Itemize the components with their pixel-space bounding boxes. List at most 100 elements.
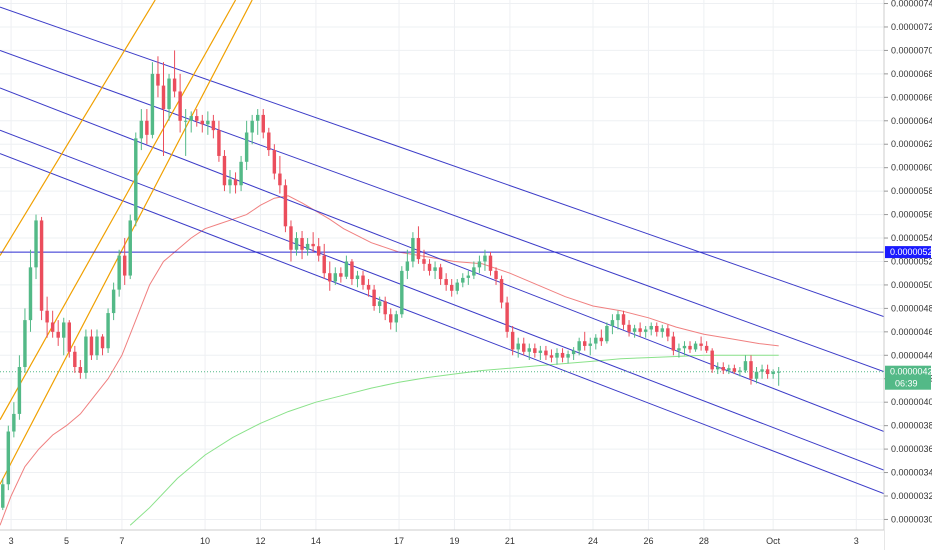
orange-channel-line (0, 0, 253, 485)
candle-down (56, 331, 60, 338)
bar-countdown-label: 06:39 (895, 379, 918, 389)
blue-channel-line (0, 87, 884, 432)
time-axis[interactable]: 3 5 7 10 12 14 17 19 21 24 26 28 Oct 3 (0, 529, 884, 550)
candle-down (416, 238, 421, 260)
candle-up (643, 329, 648, 332)
candle-up (483, 255, 487, 262)
slow-ma-line (129, 354, 779, 526)
x-tick-label: 5 (64, 536, 69, 546)
candle-up (6, 431, 11, 485)
candle-down (505, 302, 509, 332)
candle-up (355, 275, 360, 280)
blue-channel-line (0, 129, 884, 471)
candle-up (577, 341, 581, 351)
price-badges: 0.00000528 0.00000426 06:39 (885, 246, 932, 390)
y-tick-label: 0.00000740 (891, 0, 932, 9)
candle-down (222, 155, 227, 186)
candle-down (688, 345, 692, 350)
candle-up (17, 367, 22, 414)
candle-down (666, 328, 670, 337)
candle-down (522, 343, 526, 352)
candle-up (477, 261, 482, 268)
candle-down (582, 341, 587, 346)
candle-up (738, 370, 742, 372)
x-tick-label: Oct (766, 536, 781, 546)
candle-up (566, 354, 570, 358)
candle-up (134, 138, 138, 221)
candle-down (510, 331, 515, 350)
candle-up (228, 179, 232, 186)
candle-up (472, 267, 476, 276)
horizontal-line[interactable] (0, 251, 884, 373)
x-tick-label: 3 (854, 536, 859, 546)
candle-down (372, 289, 376, 307)
candle-down (671, 336, 676, 351)
candle-up (244, 132, 249, 162)
candle-up (255, 114, 260, 121)
candle-up (28, 267, 33, 321)
candle-up (1, 484, 5, 508)
candle-up (660, 328, 665, 332)
candle-down (217, 130, 221, 156)
x-tick-label: 12 (255, 536, 265, 546)
candle-up (677, 348, 681, 351)
candle-down (161, 85, 166, 110)
x-tick-label: 10 (200, 536, 210, 546)
candle-up (377, 301, 382, 307)
blue-channel-line (0, 6, 884, 318)
candle-down (704, 345, 709, 351)
blue-channel-line (0, 49, 884, 373)
candle-up (682, 345, 687, 349)
candle-down (283, 185, 288, 227)
x-tick-label: 3 (9, 536, 14, 546)
x-tick-label: 7 (119, 536, 124, 546)
candle-up (776, 371, 781, 373)
candle-up (433, 267, 437, 271)
candle-down (549, 355, 554, 358)
candle-down (316, 246, 321, 256)
x-tick-label: 28 (699, 536, 709, 546)
candle-up (461, 277, 465, 283)
candle-up (405, 261, 410, 271)
candle-down (73, 351, 77, 368)
candle-down (499, 279, 504, 303)
candle-up (616, 314, 620, 321)
candle-down (449, 284, 454, 291)
candle-up (527, 348, 532, 352)
candle-up (588, 343, 592, 346)
candle-up (183, 120, 188, 122)
candle-down (278, 173, 282, 186)
last-price-label: 0.00000426 (890, 367, 932, 377)
candle-up (12, 413, 16, 432)
candle-up (62, 322, 66, 338)
channel-lines[interactable] (0, 0, 884, 495)
candle-up (333, 273, 338, 282)
candle-down (45, 310, 49, 323)
candle-down (267, 132, 271, 151)
candles (1, 50, 781, 511)
candle-down (350, 261, 354, 280)
candle-down (122, 255, 127, 276)
candle-up (538, 350, 543, 353)
candle-up (727, 368, 731, 371)
candle-up (250, 120, 254, 133)
candle-up (400, 270, 404, 315)
candle-up (167, 78, 171, 110)
grid (0, 0, 884, 530)
candle-down (383, 301, 387, 315)
blue-channel-line (0, 153, 884, 495)
candle-up (84, 336, 88, 373)
fast-moving-average (0, 195, 779, 526)
x-tick-label: 14 (311, 536, 321, 546)
candle-down (422, 259, 426, 264)
candle-up (466, 275, 471, 278)
candle-down (438, 267, 443, 280)
